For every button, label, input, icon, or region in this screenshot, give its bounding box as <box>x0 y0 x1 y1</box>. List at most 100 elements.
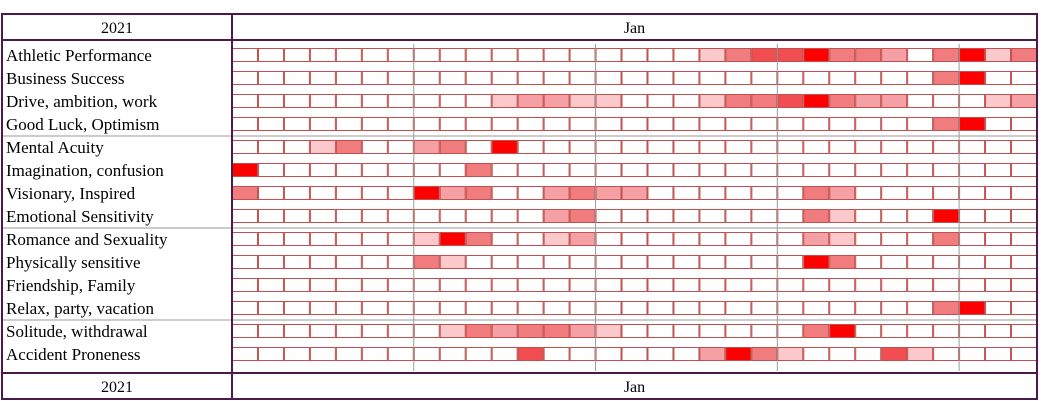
heatmap-cell <box>725 140 752 154</box>
heatmap-cell <box>933 255 960 269</box>
heatmap-cell <box>413 232 440 246</box>
heatmap-cell <box>1011 117 1038 131</box>
heatmap-cell <box>959 117 986 131</box>
heatmap-cell <box>595 140 622 154</box>
heatmap-cell <box>387 186 414 200</box>
heatmap-cell <box>907 140 934 154</box>
heatmap-cell <box>517 278 544 292</box>
heatmap-cell <box>335 140 362 154</box>
heatmap-cell <box>413 94 440 108</box>
row-label: Drive, ambition, work <box>6 92 158 111</box>
heatmap-cell <box>777 232 804 246</box>
row-label: Imagination, confusion <box>6 161 164 180</box>
heatmap-cell <box>1011 278 1038 292</box>
heatmap-cell <box>543 48 570 62</box>
heatmap-cell <box>439 209 466 223</box>
heatmap-cell <box>725 255 752 269</box>
heatmap-cell <box>232 117 258 131</box>
heatmap-cell <box>517 232 544 246</box>
heatmap-cell <box>1011 232 1038 246</box>
heatmap-cell <box>699 255 726 269</box>
heatmap-cell <box>751 117 778 131</box>
heatmap-cell <box>309 163 336 177</box>
heatmap-cell <box>699 186 726 200</box>
heatmap-cell <box>439 255 466 269</box>
heatmap-cell <box>881 94 908 108</box>
heatmap-cell <box>309 347 336 361</box>
heatmap-cell <box>933 278 960 292</box>
heatmap-cell <box>933 186 960 200</box>
heatmap-cell <box>829 232 856 246</box>
heatmap-cell <box>595 94 622 108</box>
heatmap-cell <box>569 301 596 315</box>
heatmap-cell <box>1011 186 1038 200</box>
heatmap-cell <box>985 209 1012 223</box>
heatmap-cell <box>647 94 674 108</box>
heatmap-cell <box>387 48 414 62</box>
heatmap-cell <box>361 71 388 85</box>
heatmap-cell <box>647 48 674 62</box>
heatmap-cell <box>361 347 388 361</box>
row-label: Emotional Sensitivity <box>6 207 154 226</box>
heatmap-cell <box>283 163 310 177</box>
heatmap-cell <box>881 186 908 200</box>
heatmap-cell <box>725 278 752 292</box>
heatmap-cell <box>855 278 882 292</box>
heatmap-cell <box>881 117 908 131</box>
heatmap-cell <box>725 232 752 246</box>
heatmap-cell <box>335 117 362 131</box>
heatmap-cell <box>595 347 622 361</box>
heatmap-cell <box>335 48 362 62</box>
heatmap-cell <box>803 140 830 154</box>
heatmap-cell <box>959 209 986 223</box>
heatmap-cell <box>673 140 700 154</box>
heatmap-cell <box>257 48 284 62</box>
heatmap-cell <box>309 71 336 85</box>
heatmap-cell <box>335 94 362 108</box>
heatmap-cell <box>595 71 622 85</box>
heatmap-cell <box>595 117 622 131</box>
heatmap-cell <box>1011 48 1038 62</box>
heatmap-cell <box>621 301 648 315</box>
heatmap-cell <box>491 209 518 223</box>
heatmap-cell <box>959 301 986 315</box>
heatmap-cell <box>673 301 700 315</box>
heatmap-cell <box>335 347 362 361</box>
heatmap-cell <box>829 163 856 177</box>
heatmap-cell <box>283 117 310 131</box>
heatmap-cell <box>232 163 258 177</box>
heatmap-cell <box>361 186 388 200</box>
heatmap-cell <box>413 48 440 62</box>
heatmap-cell <box>777 117 804 131</box>
heatmap-cell <box>465 347 492 361</box>
heatmap-cell <box>257 209 284 223</box>
heatmap-cell <box>283 301 310 315</box>
heatmap-cell <box>543 255 570 269</box>
heatmap-cell <box>387 209 414 223</box>
heatmap-cell <box>985 278 1012 292</box>
heatmap-cell <box>907 209 934 223</box>
heatmap-cell <box>232 232 258 246</box>
heatmap-cell <box>309 140 336 154</box>
heatmap-cell <box>933 347 960 361</box>
heatmap-cell <box>387 255 414 269</box>
heatmap-row: Emotional Sensitivity <box>6 207 1038 226</box>
heatmap-cell <box>829 278 856 292</box>
heatmap-cell <box>725 347 752 361</box>
heatmap-cell <box>751 186 778 200</box>
heatmap-cell <box>569 140 596 154</box>
heatmap-cell <box>803 94 830 108</box>
heatmap-cell <box>439 48 466 62</box>
heatmap-cell <box>803 117 830 131</box>
heatmap-cell <box>439 71 466 85</box>
heatmap-cell <box>959 347 986 361</box>
heatmap-cell <box>803 71 830 85</box>
heatmap-cell <box>283 48 310 62</box>
heatmap-cell <box>751 232 778 246</box>
heatmap-cell <box>309 209 336 223</box>
heatmap-cell <box>491 232 518 246</box>
heatmap-cell <box>283 94 310 108</box>
heatmap-cell <box>881 255 908 269</box>
heatmap-cell <box>257 186 284 200</box>
heatmap-cell <box>387 347 414 361</box>
